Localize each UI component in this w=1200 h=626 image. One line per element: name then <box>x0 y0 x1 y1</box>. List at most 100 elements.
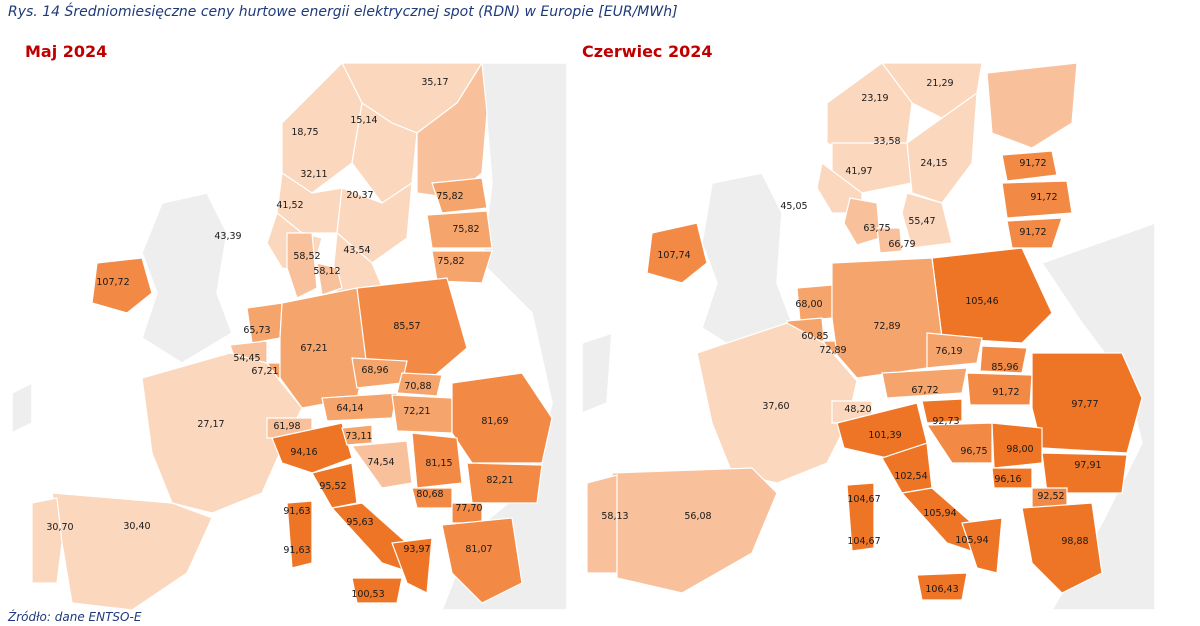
label-sk: 70,88 <box>404 381 431 392</box>
region-pl <box>356 277 468 379</box>
label-no-mid: 18,75 <box>291 127 318 138</box>
region-sardinia-jun <box>846 482 875 552</box>
region-sicily <box>351 577 403 604</box>
label-ro: 81,69 <box>481 416 508 427</box>
region-at-jun <box>881 367 968 399</box>
map-may-2024: 35,17 18,75 15,14 32,11 20,37 41,52 75,8… <box>11 61 568 611</box>
region-hr <box>350 440 413 489</box>
map-title-may: Maj 2024 <box>25 42 108 61</box>
region-nl <box>246 302 283 344</box>
label-sicily: 100,53 <box>351 589 384 600</box>
label-gb: 43,39 <box>214 231 241 242</box>
label-de: 67,21 <box>300 343 327 354</box>
label-pl-jun: 105,46 <box>965 296 998 307</box>
region-lt-jun <box>1006 217 1063 249</box>
region-fr-jun <box>696 322 858 484</box>
label-hu-jun: 91,72 <box>992 387 1019 398</box>
label-cz-jun: 76,19 <box>935 346 962 357</box>
label-ie-jun: 107,74 <box>657 250 690 261</box>
label-sardinia-2-jun: 104,67 <box>847 536 880 547</box>
region-se-mid-jun <box>906 91 978 204</box>
label-it-north-jun: 101,39 <box>868 430 901 441</box>
region-de-jun <box>831 257 943 379</box>
label-se-mid: 20,37 <box>346 190 373 201</box>
label-at: 64,14 <box>336 403 363 414</box>
region-sk-jun <box>979 345 1028 374</box>
label-hu: 72,21 <box>403 406 430 417</box>
label-me: 80,68 <box>416 489 443 500</box>
label-it-north: 94,16 <box>290 447 317 458</box>
region-lv <box>426 210 493 249</box>
region-ee <box>431 177 488 214</box>
label-hr-jun: 96,75 <box>960 446 987 457</box>
region-dk-west-jun <box>843 197 881 246</box>
region-it-north <box>271 422 353 474</box>
label-gr-jun: 98,88 <box>1061 536 1088 547</box>
label-ch: 61,98 <box>273 421 300 432</box>
region-dk-east-jun <box>876 227 903 254</box>
region-es <box>51 492 213 611</box>
label-nl: 65,73 <box>243 325 270 336</box>
label-no-mid-jun: 23,19 <box>861 93 888 104</box>
label-it-south: 95,63 <box>346 517 373 528</box>
region-hr-jun <box>925 422 993 464</box>
label-no-west: 32,11 <box>300 169 327 180</box>
map-title-june: Czerwiec 2024 <box>582 42 713 61</box>
label-no-south: 41,52 <box>276 200 303 211</box>
label-dk-west-jun: 63,75 <box>863 223 890 234</box>
label-lu-jun: 72,89 <box>819 345 846 356</box>
region-rs-jun <box>991 422 1043 469</box>
label-be-jun: 60,85 <box>801 331 828 342</box>
label-dk-east: 58,12 <box>313 266 340 277</box>
label-fr-jun: 37,60 <box>762 401 789 412</box>
region-dk-west <box>286 232 318 299</box>
label-bg-jun: 97,91 <box>1074 460 1101 471</box>
region-si-jun <box>921 398 963 424</box>
label-es: 30,40 <box>123 521 150 532</box>
label-rs-jun: 98,00 <box>1006 444 1033 455</box>
region-sicily-jun <box>916 572 968 601</box>
region-dk-east <box>316 262 343 296</box>
region-cz-jun <box>926 332 983 369</box>
label-nl-jun: 68,00 <box>795 299 822 310</box>
label-ro-jun: 97,77 <box>1071 399 1098 410</box>
label-pt-jun: 58,13 <box>601 511 628 522</box>
label-lv-jun: 91,72 <box>1030 192 1057 203</box>
label-pt: 30,70 <box>46 522 73 533</box>
region-ro-jun <box>1031 352 1143 454</box>
label-sk-jun: 85,96 <box>991 362 1018 373</box>
label-it-cnorth-jun: 102,54 <box>894 471 927 482</box>
label-no-west-jun: 33,58 <box>873 136 900 147</box>
label-hr: 74,54 <box>367 457 394 468</box>
label-fr: 27,17 <box>197 419 224 430</box>
label-sicily-jun: 106,43 <box>925 584 958 595</box>
label-ch-jun: 48,20 <box>844 404 871 415</box>
region-se-south-jun <box>901 192 953 249</box>
label-ie: 107,72 <box>96 277 129 288</box>
region-rs <box>411 432 463 489</box>
region-no-west-jun <box>831 142 913 194</box>
label-se-south: 43,54 <box>343 245 370 256</box>
label-gr: 81,07 <box>465 544 492 555</box>
region-fi-jun <box>986 62 1078 149</box>
region-at <box>321 392 398 422</box>
label-mk: 77,70 <box>455 503 482 514</box>
label-no-north-jun: 21,29 <box>926 78 953 89</box>
region-si <box>341 424 373 446</box>
region-ee-jun <box>1001 150 1058 182</box>
label-ee: 75,82 <box>436 191 463 202</box>
region-ro <box>451 372 553 464</box>
label-no-north: 35,17 <box>421 77 448 88</box>
region-lt <box>431 250 493 284</box>
label-it-cnorth: 95,52 <box>319 481 346 492</box>
region-gr-jun <box>1021 502 1103 594</box>
label-rs: 81,15 <box>425 458 452 469</box>
label-at-jun: 67,72 <box>911 385 938 396</box>
region-bg-jun <box>1041 452 1128 494</box>
label-sardinia: 91,63 <box>283 506 310 517</box>
label-it-calabria-jun: 105,94 <box>955 535 988 546</box>
region-ie-jun <box>646 222 708 284</box>
label-lv: 75,82 <box>452 224 479 235</box>
region-sk <box>396 372 443 397</box>
region-it-calabria-jun <box>961 517 1003 574</box>
